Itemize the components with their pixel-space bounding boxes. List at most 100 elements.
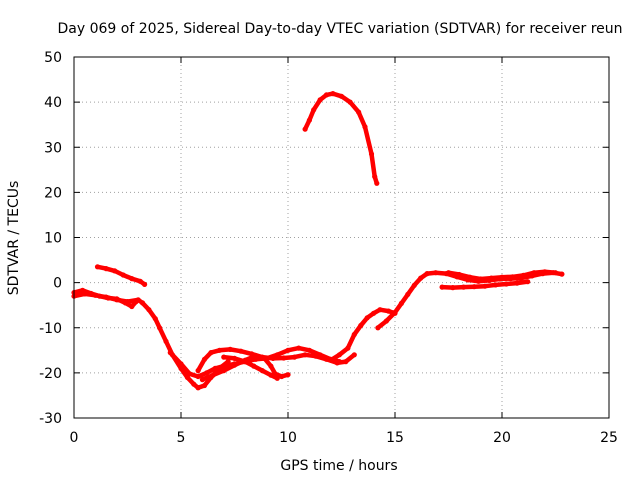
y-tick-label: 30 <box>44 140 62 156</box>
x-axis-label: GPS time / hours <box>280 458 397 474</box>
data-point <box>456 271 462 278</box>
data-point <box>227 346 233 352</box>
data-point <box>88 290 94 297</box>
data-point <box>313 353 319 359</box>
data-point <box>146 307 152 313</box>
data-point <box>274 375 280 381</box>
x-tick-label: 25 <box>600 430 618 446</box>
data-point <box>531 270 537 276</box>
data-point <box>392 309 398 315</box>
data-point <box>317 97 323 103</box>
data-point <box>242 359 248 365</box>
data-point <box>386 308 392 314</box>
data-layer <box>71 91 565 391</box>
data-point <box>364 315 370 321</box>
data-point <box>503 281 509 287</box>
y-tick-label: 40 <box>44 95 62 111</box>
chart-title: Day 069 of 2025, Sidereal Day-to-day VTE… <box>57 21 622 37</box>
data-point <box>445 270 452 276</box>
data-point <box>201 382 208 389</box>
data-point <box>238 348 244 354</box>
data-point <box>133 299 139 305</box>
data-point <box>467 274 473 280</box>
data-point <box>351 352 357 358</box>
data-point <box>510 274 516 280</box>
data-point <box>450 285 456 291</box>
data-point <box>261 355 268 361</box>
data-point <box>306 117 312 123</box>
data-point <box>418 275 424 281</box>
data-point <box>253 353 259 359</box>
data-point <box>157 325 163 331</box>
data-point <box>559 271 565 277</box>
data-point <box>210 372 216 378</box>
data-point <box>187 371 193 377</box>
data-point <box>103 266 109 272</box>
data-point <box>259 368 265 374</box>
data-point <box>336 352 342 358</box>
data-point <box>405 291 411 297</box>
data-point <box>201 356 208 362</box>
data-point <box>279 373 285 380</box>
y-tick-label: 20 <box>44 185 62 201</box>
data-point <box>97 293 103 299</box>
data-point <box>208 350 214 356</box>
data-point <box>105 295 111 301</box>
data-point <box>371 310 377 316</box>
data-point <box>306 347 312 353</box>
data-point <box>178 361 184 367</box>
data-point <box>330 91 336 97</box>
data-point <box>493 282 499 288</box>
y-tick-label: 10 <box>44 231 62 247</box>
data-point <box>334 360 340 366</box>
data-point <box>552 270 559 276</box>
data-point <box>167 350 173 356</box>
data-point <box>231 362 238 368</box>
data-point <box>375 325 381 331</box>
data-point <box>195 385 201 391</box>
data-point <box>137 278 143 284</box>
data-point <box>525 279 531 285</box>
data-point <box>460 284 467 290</box>
data-point <box>114 296 120 302</box>
data-point <box>285 347 291 353</box>
data-point <box>163 338 169 344</box>
data-point <box>362 124 368 130</box>
x-tick-label: 0 <box>70 430 79 446</box>
data-point <box>129 276 135 282</box>
data-point <box>268 372 274 378</box>
data-point <box>520 272 527 278</box>
data-point <box>212 365 218 371</box>
y-tick-label: -30 <box>39 411 62 427</box>
data-point <box>216 347 223 353</box>
data-point <box>195 368 201 374</box>
data-point <box>199 377 205 383</box>
data-point <box>302 352 308 358</box>
data-point <box>80 287 86 293</box>
data-point <box>285 372 291 378</box>
y-tick-label: -20 <box>39 366 62 382</box>
data-point <box>231 355 238 361</box>
data-point <box>139 300 146 306</box>
data-point <box>311 107 317 113</box>
data-point <box>94 264 101 270</box>
data-point <box>398 300 404 306</box>
tick-layer <box>73 56 610 419</box>
y-tick-label: -10 <box>39 321 62 337</box>
data-point <box>270 355 276 361</box>
data-point <box>268 363 274 369</box>
data-point <box>347 99 353 105</box>
data-point <box>221 368 227 374</box>
data-point <box>221 363 227 369</box>
data-point <box>471 284 477 290</box>
x-tick-label: 20 <box>493 430 511 446</box>
x-tick-label: 15 <box>386 430 404 446</box>
data-point <box>251 363 257 369</box>
data-series-arc-8 <box>302 91 380 186</box>
data-point <box>439 284 445 290</box>
data-point <box>351 331 357 338</box>
data-point <box>374 180 380 186</box>
y-tick-label: 0 <box>53 276 62 292</box>
data-point <box>542 269 548 275</box>
